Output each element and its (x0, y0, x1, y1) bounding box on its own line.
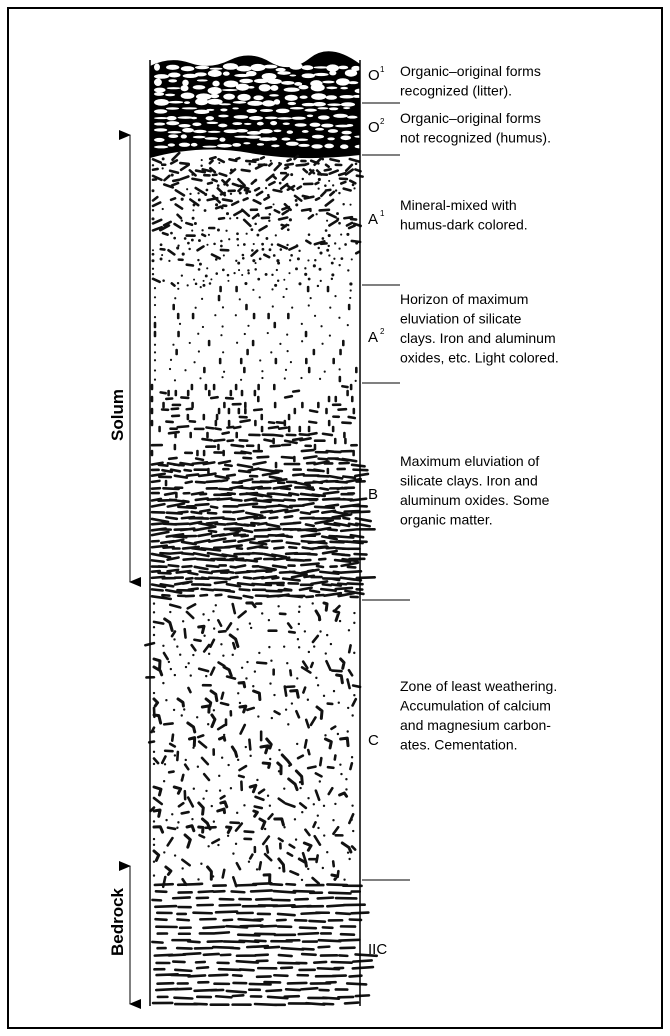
horizon-superscript: 1 (380, 65, 385, 74)
horizon-superscript: 2 (380, 327, 385, 336)
horizon-superscript: 2 (380, 117, 385, 126)
horizon-description: Maximum eluviation of (400, 453, 539, 469)
horizon-description: clays. Iron and aluminum (400, 330, 556, 346)
horizon-description: Zone of least weathering. (400, 678, 557, 694)
horizon-description: and magnesium carbon- (400, 717, 551, 733)
horizon-description: eluviation of silicate (400, 311, 522, 327)
horizon-boundaries (362, 102, 410, 881)
horizon-description: Mineral-mixed with (400, 197, 517, 213)
horizon-description: Organic–original forms (400, 110, 541, 126)
bedrock-label: Bedrock (108, 887, 127, 956)
organic-texture (153, 62, 367, 149)
horizon-description: recognized (litter). (400, 83, 512, 99)
horizon-description: organic matter. (400, 512, 493, 528)
soil-fragments (144, 151, 379, 1007)
horizon-label: C (368, 732, 379, 749)
horizon-label: IIC (368, 941, 387, 958)
horizon-description: humus-dark colored. (400, 217, 528, 233)
horizon-description: aluminum oxides. Some (400, 492, 550, 508)
horizon-label: A (368, 211, 378, 228)
solum-label: Solum (108, 389, 127, 441)
soil-column (144, 51, 379, 1007)
horizon-description: Accumulation of calcium (400, 698, 551, 714)
horizon-label: A (368, 329, 378, 346)
horizon-description: Organic–original forms (400, 63, 541, 79)
horizon-label: B (368, 486, 378, 503)
horizon-description: oxides, etc. Light colored. (400, 350, 559, 366)
horizon-superscript: 1 (380, 209, 385, 218)
horizon-label: O (368, 119, 380, 136)
horizon-description: not recognized (humus). (400, 130, 551, 146)
horizon-description: ates. Cementation. (400, 737, 518, 753)
horizon-description: Horizon of maximum (400, 291, 528, 307)
frame (7, 7, 663, 1029)
soil-chunks (152, 601, 353, 885)
horizon-description: silicate clays. Iron and (400, 473, 538, 489)
horizon-label: O (368, 67, 380, 84)
